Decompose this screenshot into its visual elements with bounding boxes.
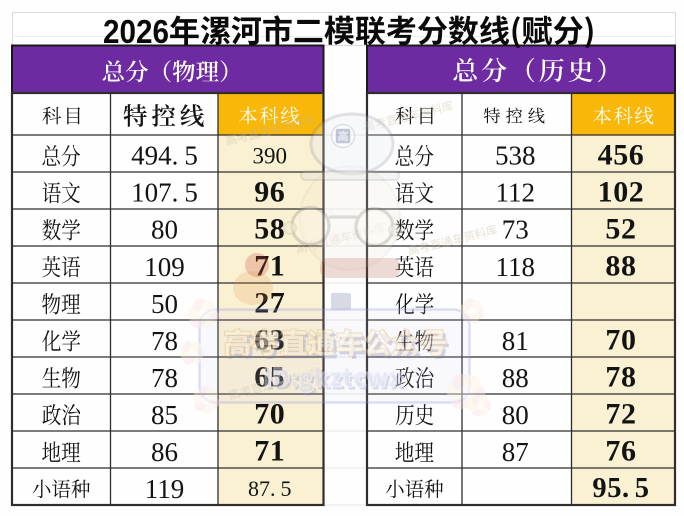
svg-text:112: 112 (496, 178, 536, 208)
svg-text:80: 80 (502, 400, 529, 430)
svg-text:109: 109 (144, 252, 185, 282)
svg-text:102: 102 (598, 175, 645, 208)
svg-text:88: 88 (502, 363, 529, 393)
svg-text:72: 72 (605, 397, 636, 430)
svg-text:456: 456 (598, 138, 645, 171)
svg-text:50: 50 (151, 289, 178, 319)
svg-text:78: 78 (605, 360, 636, 393)
svg-text:119: 119 (145, 474, 185, 504)
svg-text:87: 87 (502, 437, 529, 467)
svg-text:58: 58 (254, 212, 285, 245)
svg-text:81: 81 (502, 326, 529, 356)
svg-text:80: 80 (151, 215, 178, 245)
svg-text:86: 86 (151, 437, 178, 467)
svg-text:494.5: 494. 5 (131, 141, 198, 171)
svg-text:70: 70 (605, 323, 636, 356)
svg-text:88: 88 (605, 249, 636, 282)
svg-text:71: 71 (254, 434, 285, 467)
svg-text:27: 27 (254, 286, 285, 319)
svg-text:2026: 2026 (103, 13, 169, 50)
svg-text:70: 70 (254, 397, 285, 430)
svg-text:78: 78 (151, 326, 178, 356)
svg-text:52: 52 (605, 212, 636, 245)
svg-text:73: 73 (502, 215, 529, 245)
svg-text:538: 538 (495, 141, 536, 171)
svg-text:95.5: 95. 5 (592, 473, 649, 504)
svg-text:118: 118 (496, 252, 536, 282)
svg-text:71: 71 (254, 249, 285, 282)
svg-text:390: 390 (253, 143, 288, 168)
svg-text:78: 78 (151, 363, 178, 393)
svg-text:96: 96 (254, 175, 285, 208)
svg-text:87.5: 87. 5 (248, 476, 292, 501)
svg-text:85: 85 (151, 400, 178, 430)
svg-text:107.5: 107. 5 (131, 178, 198, 208)
svg-text:76: 76 (605, 434, 636, 467)
